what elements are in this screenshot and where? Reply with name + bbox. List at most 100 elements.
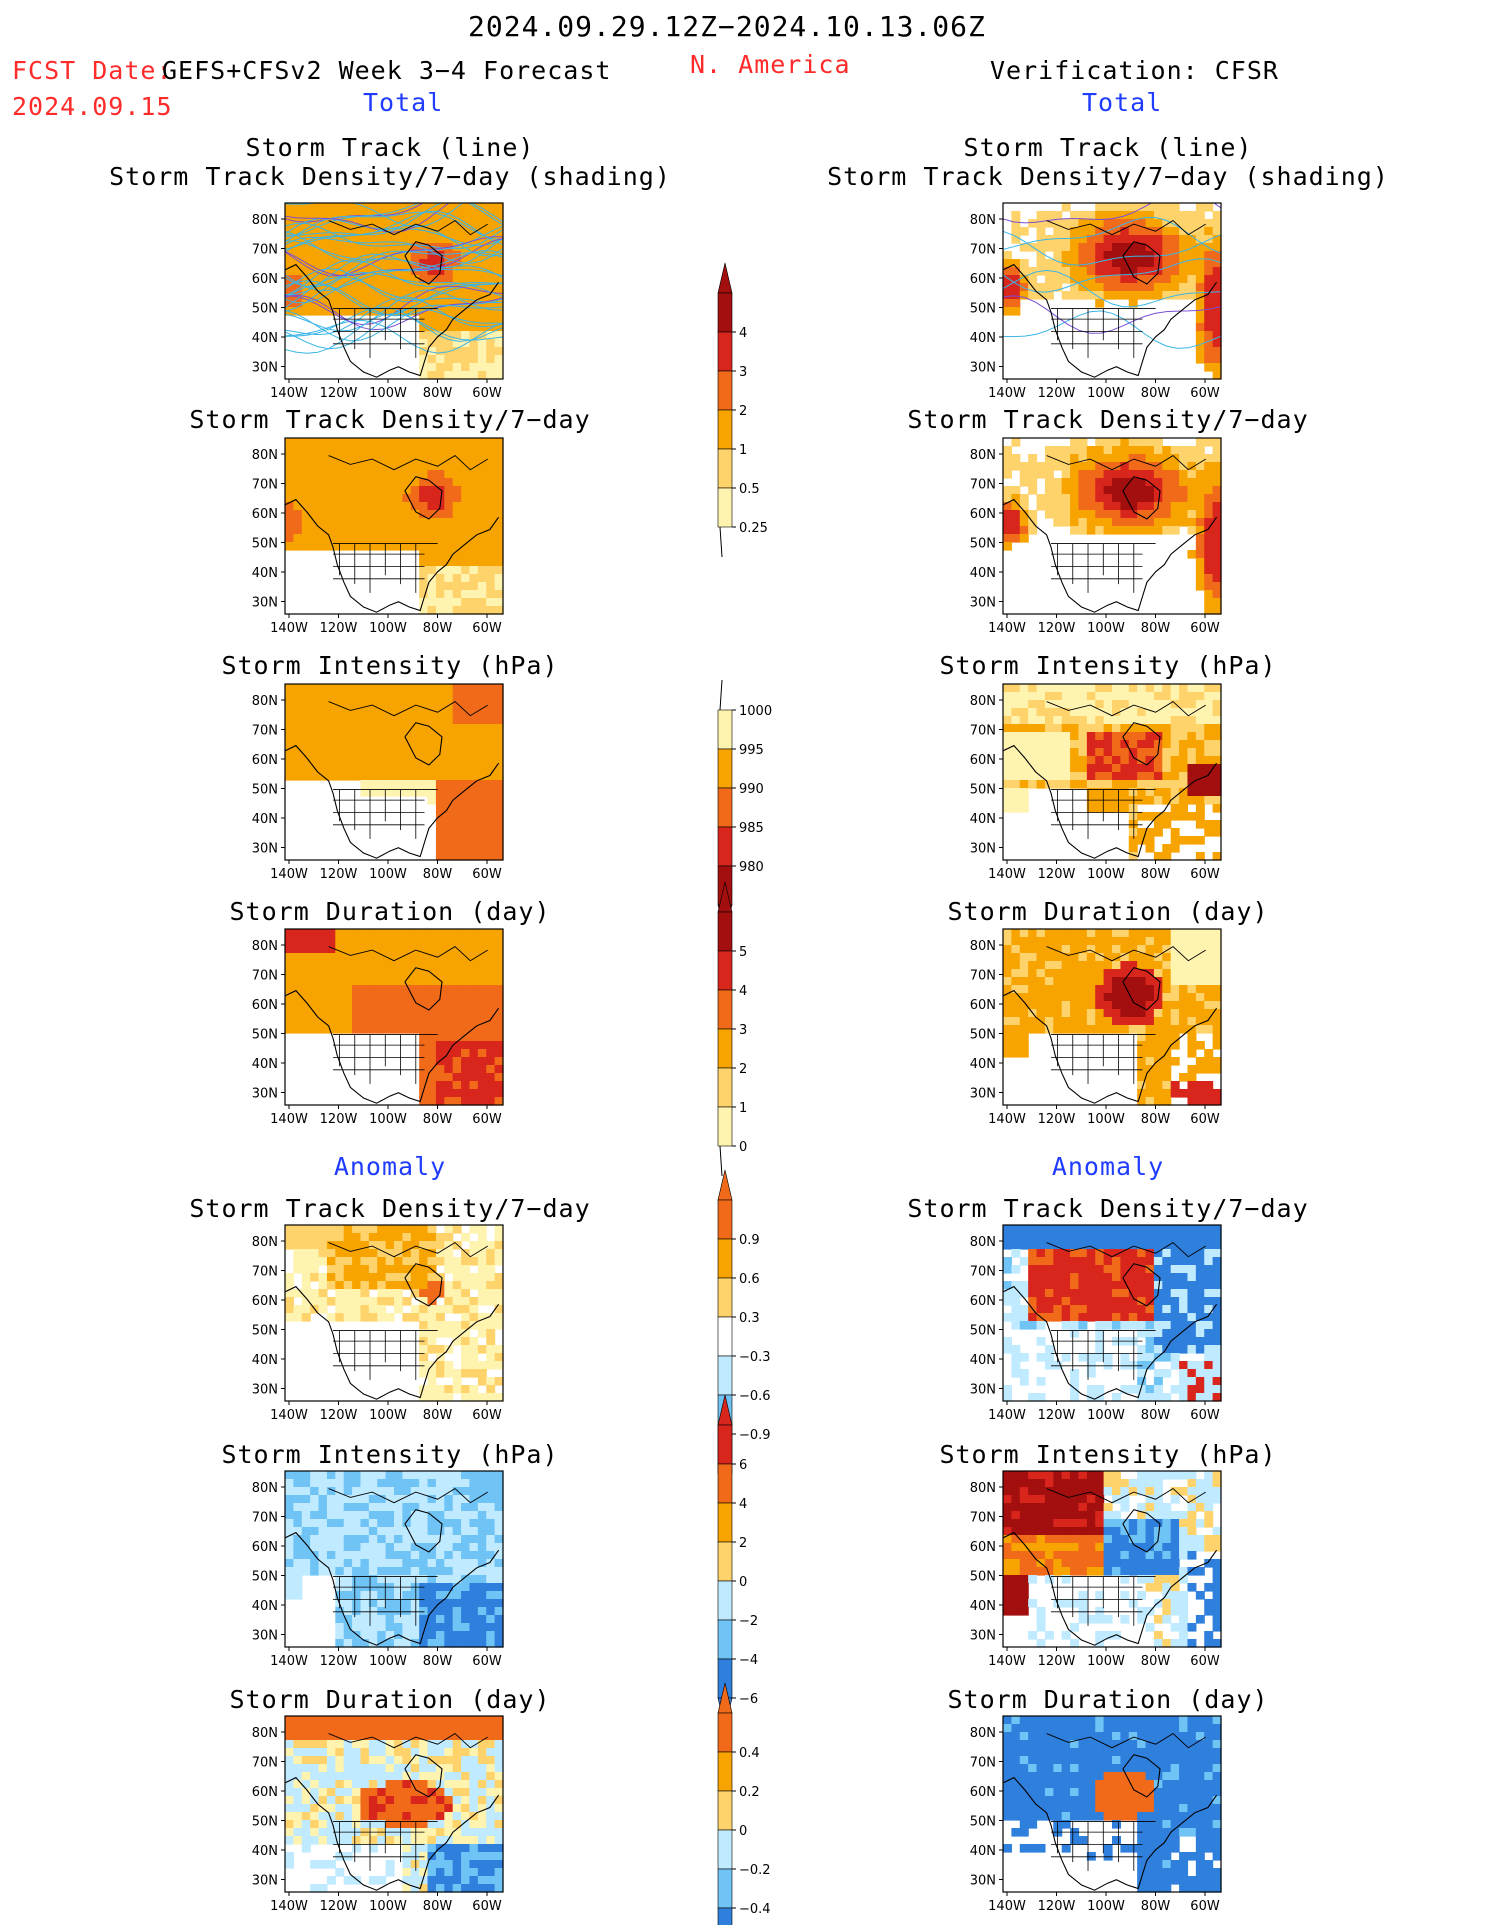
lon-label: 100W — [369, 621, 407, 636]
colorbar-label: 2 — [739, 404, 747, 419]
colorbar-label: 4 — [739, 1497, 747, 1512]
lon-label: 100W — [369, 1654, 407, 1669]
lat-label: 40N — [970, 566, 996, 581]
lat-label: 80N — [970, 1481, 996, 1496]
lon-label: 100W — [369, 1408, 407, 1423]
colorbar-label: 3 — [739, 365, 747, 380]
panel1-title-line1: Storm Track (line) — [245, 133, 535, 162]
fcst-model: GEFS+CFSv2 Week 3−4 Forecast — [162, 56, 612, 85]
lat-label: 60N — [970, 1294, 996, 1309]
lon-label: 140W — [270, 1112, 308, 1127]
lon-label: 60W — [472, 1408, 502, 1423]
lat-label: 80N — [252, 1726, 278, 1741]
map-panel: 80N 70N 60N 50N 40N 30N 140W 120W 100W 80W 60W — [252, 202, 504, 401]
lat-label: 40N — [252, 331, 278, 346]
lon-label: 80W — [423, 621, 453, 636]
colorbar-label: 1 — [739, 1101, 747, 1116]
panel4-title-left: Storm Duration (day) — [229, 897, 551, 926]
lon-label: 80W — [423, 1654, 453, 1669]
lon-label: 140W — [270, 867, 308, 882]
lat-label: 70N — [252, 1756, 278, 1771]
lon-label: 60W — [1190, 621, 1220, 636]
lat-label: 40N — [970, 1057, 996, 1072]
lon-label: 140W — [270, 386, 308, 401]
lat-label: 50N — [970, 783, 996, 798]
lat-label: 30N — [252, 842, 278, 857]
lon-label: 60W — [472, 621, 502, 636]
fcst-date: 2024.09.15 — [12, 92, 173, 121]
lat-label: 50N — [970, 1028, 996, 1043]
lat-label: 50N — [252, 1570, 278, 1585]
lat-label: 30N — [970, 842, 996, 857]
lat-label: 30N — [970, 1874, 996, 1889]
colorbar-label: 4 — [739, 984, 747, 999]
map-panel: 80N 70N 60N 50N 40N 30N 140W 120W 100W 80W 60W — [252, 1224, 504, 1423]
lat-label: 80N — [252, 1235, 278, 1250]
lon-label: 80W — [1141, 1654, 1171, 1669]
lat-label: 50N — [252, 1815, 278, 1830]
lon-label: 100W — [369, 1899, 407, 1914]
lat-label: 60N — [970, 1785, 996, 1800]
colorbar-label: 985 — [739, 821, 764, 836]
lat-label: 40N — [252, 1057, 278, 1072]
lat-label: 50N — [970, 1570, 996, 1585]
lat-label: 60N — [252, 507, 278, 522]
lat-label: 30N — [252, 1087, 278, 1102]
total-label-right: Total — [1082, 88, 1163, 117]
lat-label: 40N — [970, 1353, 996, 1368]
lon-label: 140W — [270, 621, 308, 636]
lat-label: 50N — [252, 1324, 278, 1339]
lat-label: 50N — [970, 1324, 996, 1339]
lat-label: 40N — [252, 1844, 278, 1859]
lon-label: 120W — [1038, 1654, 1076, 1669]
lat-label: 50N — [252, 302, 278, 317]
panel1-title-line2: Storm Track Density/7−day (shading) — [827, 162, 1389, 191]
lat-label: 30N — [252, 1874, 278, 1889]
lon-label: 140W — [270, 1654, 308, 1669]
map-panel: 80N 70N 60N 50N 40N 30N 140W 120W 100W 80W 60W — [970, 437, 1222, 636]
map-panel: 80N 70N 60N 50N 40N 30N 140W 120W 100W 80W 60W — [252, 683, 504, 882]
lon-label: 60W — [1190, 1408, 1220, 1423]
lat-label: 80N — [252, 213, 278, 228]
colorbar-label: 0.25 — [739, 521, 768, 536]
lat-label: 60N — [252, 1540, 278, 1555]
lon-label: 120W — [1038, 1112, 1076, 1127]
lat-label: 60N — [252, 1785, 278, 1800]
lon-label: 60W — [1190, 1654, 1220, 1669]
lat-label: 30N — [970, 361, 996, 376]
lon-label: 100W — [1087, 386, 1125, 401]
lat-label: 70N — [252, 1511, 278, 1526]
verification-label: Verification: CFSR — [990, 56, 1279, 85]
lat-label: 50N — [252, 537, 278, 552]
region-title: N. America — [690, 50, 851, 79]
lat-label: 30N — [252, 1629, 278, 1644]
lat-label: 80N — [252, 694, 278, 709]
map-panel: 80N 70N 60N 50N 40N 30N 140W 120W 100W 80W 60W — [252, 1715, 504, 1914]
colorbar-label: 990 — [739, 782, 764, 797]
panel5-title-right: Storm Track Density/7−day — [907, 1194, 1309, 1223]
colorbar-label: 1 — [739, 443, 747, 458]
panel3-title-left: Storm Intensity (hPa) — [221, 651, 559, 680]
lon-label: 140W — [988, 1112, 1026, 1127]
panel1-title-right: Storm Track (line) Storm Track Density/7… — [818, 133, 1398, 191]
map-panel: 80N 70N 60N 50N 40N 30N 140W 120W 100W 80W 60W — [970, 202, 1222, 401]
lat-label: 40N — [970, 1599, 996, 1614]
lon-label: 60W — [472, 1112, 502, 1127]
colorbar-label: −0.4 — [739, 1902, 771, 1917]
panel3-title-right: Storm Intensity (hPa) — [939, 651, 1277, 680]
lat-label: 40N — [252, 812, 278, 827]
map-panel: 80N 70N 60N 50N 40N 30N 140W 120W 100W 80W 60W — [252, 928, 504, 1127]
lon-label: 100W — [369, 386, 407, 401]
lon-label: 100W — [1087, 1899, 1125, 1914]
lat-label: 50N — [970, 302, 996, 317]
map-panel: 80N 70N 60N 50N 40N 30N 140W 120W 100W 80W 60W — [970, 1470, 1222, 1669]
lat-label: 70N — [970, 969, 996, 984]
colorbar-label: −0.3 — [739, 1350, 771, 1365]
colorbar-label: −0.9 — [739, 1428, 771, 1443]
colorbar-label: −6 — [739, 1692, 758, 1707]
lon-label: 60W — [472, 386, 502, 401]
lat-label: 40N — [252, 1353, 278, 1368]
lat-label: 40N — [970, 812, 996, 827]
lon-label: 120W — [320, 1408, 358, 1423]
